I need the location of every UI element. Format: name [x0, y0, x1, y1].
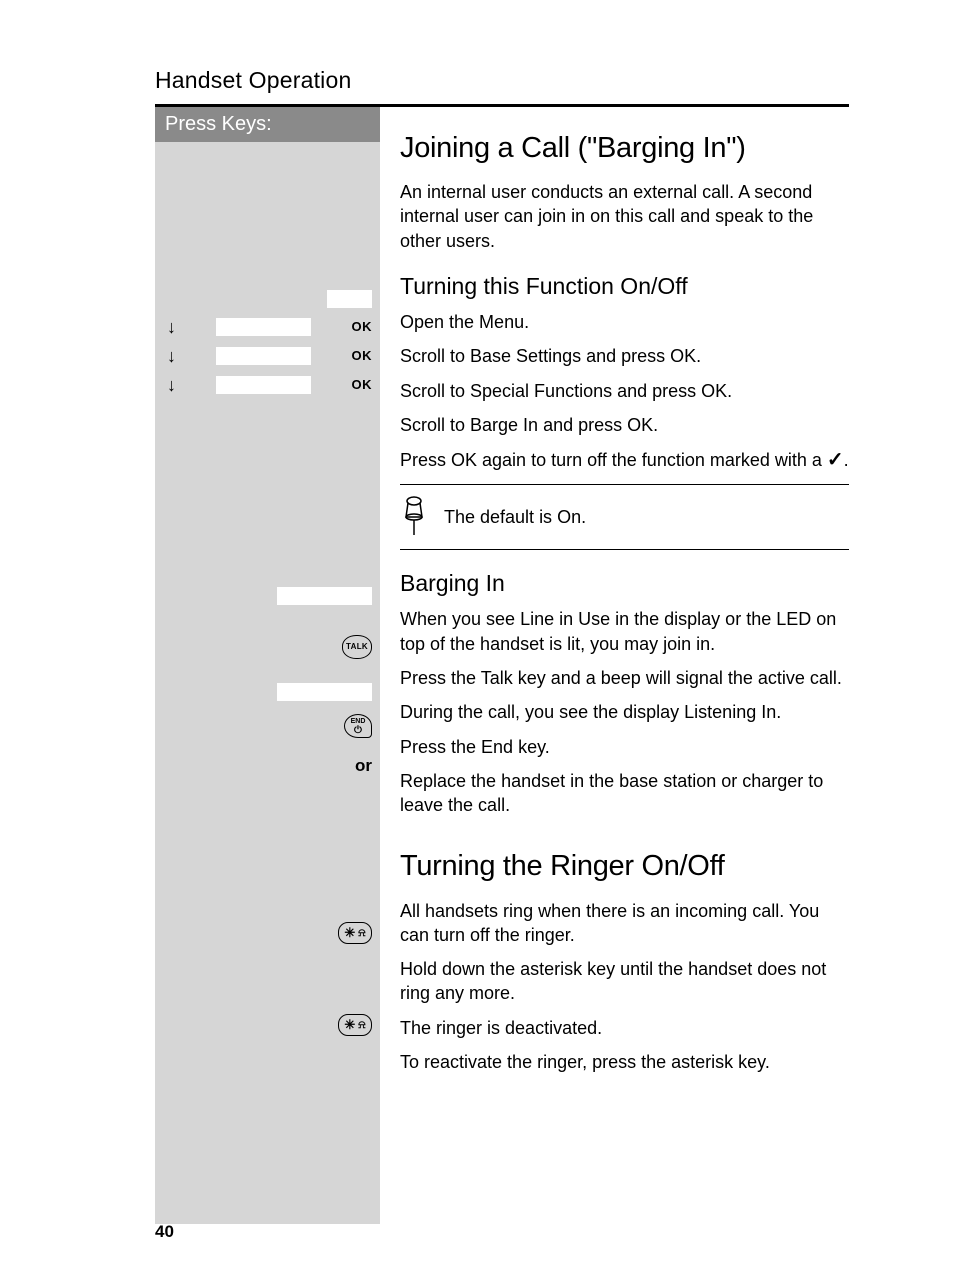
down-arrow-icon: ↓: [167, 376, 176, 394]
key-row-1: ↓ OK: [167, 318, 372, 336]
note-rule-bottom: [400, 549, 849, 550]
section1-sub: Turning this Function On/Off: [400, 271, 849, 302]
note-text: The default is On.: [444, 505, 586, 529]
note-rule-top: [400, 484, 849, 485]
default-on-note: The default is On.: [400, 495, 849, 539]
s2-p3: During the call, you see the display Lis…: [400, 700, 849, 724]
menu-lcd: [327, 290, 372, 308]
s2-p1: When you see Line in Use in the display …: [400, 607, 849, 656]
ok-label: OK: [352, 347, 373, 365]
lcd-segment: [216, 347, 311, 365]
asterisk-key-icon: ✳⍾: [338, 922, 372, 944]
s3-p4: To reactivate the ringer, press the aste…: [400, 1050, 849, 1074]
star-key-1: ✳⍾: [338, 922, 372, 944]
s3-p3: The ringer is deactivated.: [400, 1016, 849, 1040]
section1-intro: An internal user conducts an external ca…: [400, 180, 849, 253]
sidebar-header: Press Keys:: [155, 107, 380, 142]
section1-title: Joining a Call ("Barging In"): [400, 129, 849, 168]
end-key: END ⏻: [344, 714, 372, 738]
lcd-segment: [216, 318, 311, 336]
lcd-segment: [216, 376, 311, 394]
talk-key: TALK: [342, 635, 372, 659]
end-key-icon: END ⏻: [344, 714, 372, 738]
s3-p1: All handsets ring when there is an incom…: [400, 899, 849, 948]
pin-icon: [400, 495, 428, 539]
check-icon: ✓: [827, 449, 844, 471]
ok-label: OK: [352, 318, 373, 336]
step-barge-in: Scroll to Barge In and press OK.: [400, 413, 849, 437]
section2-sub: Barging In: [400, 568, 849, 599]
asterisk-key-icon: ✳⍾: [338, 1014, 372, 1036]
key-row-2: ↓ OK: [167, 347, 372, 365]
content-column: Joining a Call ("Barging In") An interna…: [380, 107, 849, 1224]
talk-key-icon: TALK: [342, 635, 372, 659]
chapter-title: Handset Operation: [155, 65, 849, 96]
step-open-menu: Open the Menu.: [400, 310, 849, 334]
s3-p2: Hold down the asterisk key until the han…: [400, 957, 849, 1006]
step-special-fn: Scroll to Special Functions and press OK…: [400, 379, 849, 403]
s2-p2: Press the Talk key and a beep will signa…: [400, 666, 849, 690]
page-number: 40: [155, 1221, 174, 1244]
ok-label: OK: [352, 376, 373, 394]
star-key-2: ✳⍾: [338, 1014, 372, 1036]
or-label: or: [355, 755, 372, 778]
step-press-ok-again: Press OK again to turn off the function …: [400, 447, 849, 474]
press-keys-sidebar: Press Keys: ↓ OK ↓ OK ↓ OK TAL: [155, 107, 380, 1224]
step-base-settings: Scroll to Base Settings and press OK.: [400, 344, 849, 368]
down-arrow-icon: ↓: [167, 318, 176, 336]
key-row-3: ↓ OK: [167, 376, 372, 394]
s2-p4: Press the End key.: [400, 735, 849, 759]
lcd-listening-in: [277, 683, 372, 701]
s2-p5: Replace the handset in the base station …: [400, 769, 849, 818]
down-arrow-icon: ↓: [167, 347, 176, 365]
lcd-line-in-use: [277, 587, 372, 605]
section3-title: Turning the Ringer On/Off: [400, 847, 849, 886]
